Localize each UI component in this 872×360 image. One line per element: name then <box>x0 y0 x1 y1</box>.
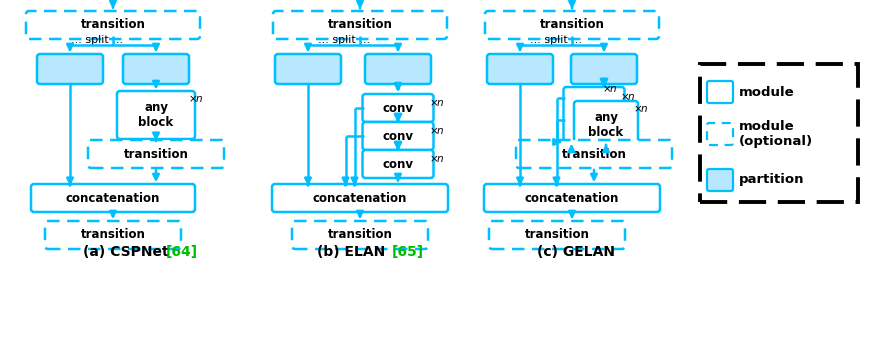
FancyBboxPatch shape <box>363 122 433 150</box>
Text: conv: conv <box>383 102 413 114</box>
Text: transition: transition <box>80 18 146 31</box>
FancyBboxPatch shape <box>485 11 659 39</box>
FancyBboxPatch shape <box>365 54 431 84</box>
FancyBboxPatch shape <box>273 11 447 39</box>
FancyBboxPatch shape <box>88 140 224 168</box>
Text: transition: transition <box>328 18 392 31</box>
FancyBboxPatch shape <box>123 54 189 84</box>
FancyBboxPatch shape <box>45 221 181 249</box>
FancyBboxPatch shape <box>292 221 428 249</box>
FancyBboxPatch shape <box>487 54 553 84</box>
FancyBboxPatch shape <box>26 11 200 39</box>
Text: transition: transition <box>562 148 626 161</box>
Text: ... split ...: ... split ... <box>530 35 582 45</box>
FancyBboxPatch shape <box>563 87 624 153</box>
Text: $\times\!\mathit{n}$: $\times\!\mathit{n}$ <box>428 96 443 108</box>
Text: conv: conv <box>383 130 413 143</box>
FancyBboxPatch shape <box>31 184 195 212</box>
Text: $\times\!\mathit{n}$: $\times\!\mathit{n}$ <box>428 153 443 163</box>
Text: any
block: any block <box>139 101 174 129</box>
Text: $\times\!\mathit{n}$: $\times\!\mathit{n}$ <box>633 104 648 114</box>
FancyBboxPatch shape <box>707 169 733 191</box>
Text: transition: transition <box>328 229 392 242</box>
Text: transition: transition <box>124 148 188 161</box>
Text: concatenation: concatenation <box>525 192 619 204</box>
Text: module
(optional): module (optional) <box>739 120 813 148</box>
Text: transition: transition <box>80 229 146 242</box>
Text: ... split ...: ... split ... <box>318 35 370 45</box>
FancyBboxPatch shape <box>275 54 341 84</box>
Text: [64]: [64] <box>166 245 198 259</box>
FancyBboxPatch shape <box>484 184 660 212</box>
Text: transition: transition <box>525 229 589 242</box>
Text: (b) ELAN: (b) ELAN <box>317 245 390 259</box>
FancyBboxPatch shape <box>700 64 858 202</box>
FancyBboxPatch shape <box>516 140 672 168</box>
Text: $\times\!\mathit{n}$: $\times\!\mathit{n}$ <box>188 94 203 104</box>
Text: $\times\!\mathit{n}$: $\times\!\mathit{n}$ <box>602 84 617 94</box>
Text: concatenation: concatenation <box>313 192 407 204</box>
Text: ... split ...: ... split ... <box>71 35 123 45</box>
FancyBboxPatch shape <box>489 221 625 249</box>
FancyBboxPatch shape <box>707 81 733 103</box>
Text: transition: transition <box>540 18 604 31</box>
FancyBboxPatch shape <box>117 91 195 139</box>
Text: any
block: any block <box>589 111 623 139</box>
FancyBboxPatch shape <box>707 123 733 145</box>
Text: [65]: [65] <box>392 245 424 259</box>
Text: conv: conv <box>383 158 413 171</box>
Text: $\times\!\mathit{n}$: $\times\!\mathit{n}$ <box>619 91 635 103</box>
FancyBboxPatch shape <box>363 150 433 178</box>
FancyBboxPatch shape <box>574 101 638 149</box>
Text: (c) GELAN: (c) GELAN <box>537 245 615 259</box>
FancyBboxPatch shape <box>272 184 448 212</box>
Text: module: module <box>739 85 794 99</box>
FancyBboxPatch shape <box>37 54 103 84</box>
Text: $\times\!\mathit{n}$: $\times\!\mathit{n}$ <box>428 125 443 135</box>
Text: partition: partition <box>739 174 805 186</box>
FancyBboxPatch shape <box>363 94 433 122</box>
Text: concatenation: concatenation <box>65 192 160 204</box>
FancyBboxPatch shape <box>571 54 637 84</box>
Text: (a) CSPNet: (a) CSPNet <box>83 245 174 259</box>
